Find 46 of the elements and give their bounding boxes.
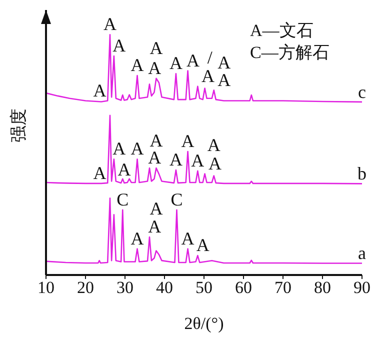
annotation: A xyxy=(196,235,210,256)
annotation: A xyxy=(130,55,144,76)
series-label: a xyxy=(358,243,366,264)
annotation: / xyxy=(207,48,212,68)
annotation: A xyxy=(148,148,162,168)
annotation: A xyxy=(150,198,163,219)
annotation: A xyxy=(148,58,162,78)
x-tick-label: 60 xyxy=(235,278,252,298)
annotation: A xyxy=(112,138,126,159)
annotation: A xyxy=(218,52,231,72)
x-tick-label: 30 xyxy=(116,278,134,298)
x-tick-label: 80 xyxy=(314,278,331,298)
annotation: A xyxy=(93,163,106,184)
annotation: A xyxy=(148,216,162,237)
x-axis-title: 2θ/(°) xyxy=(184,314,224,333)
annotation: A xyxy=(150,130,163,150)
annotation: A xyxy=(150,38,163,58)
annotation: A xyxy=(169,53,182,74)
annotation: A xyxy=(93,80,106,101)
x-tick-label: 70 xyxy=(274,278,292,298)
annotation: A xyxy=(130,228,144,248)
annotation: A xyxy=(130,138,144,159)
x-tick-label: 40 xyxy=(156,278,173,298)
annotation: A xyxy=(201,66,214,86)
annotation: A xyxy=(207,135,220,156)
annotation: A xyxy=(181,131,194,152)
annotation: A xyxy=(191,150,204,171)
annotation: C xyxy=(116,189,129,210)
annotation: A xyxy=(103,14,116,34)
x-tick-label: 10 xyxy=(38,278,54,298)
annotation: A xyxy=(169,150,182,170)
annotation: A xyxy=(186,50,200,70)
x-tick-label: 50 xyxy=(196,278,212,298)
annotation: A—文石 xyxy=(250,21,314,40)
x-tick-label: 90 xyxy=(354,278,370,298)
x-tick-label: 20 xyxy=(77,278,94,298)
y-axis-title: 强度 xyxy=(9,108,28,142)
annotation: C xyxy=(170,189,183,210)
annotation: A xyxy=(208,153,222,174)
annotation: C—方解石 xyxy=(250,43,330,62)
series-label: c xyxy=(358,82,366,102)
annotation: A xyxy=(118,160,131,180)
annotation: A xyxy=(112,36,126,56)
annotation: A xyxy=(181,228,194,248)
series-label: b xyxy=(358,164,366,184)
annotation: A xyxy=(218,70,231,90)
